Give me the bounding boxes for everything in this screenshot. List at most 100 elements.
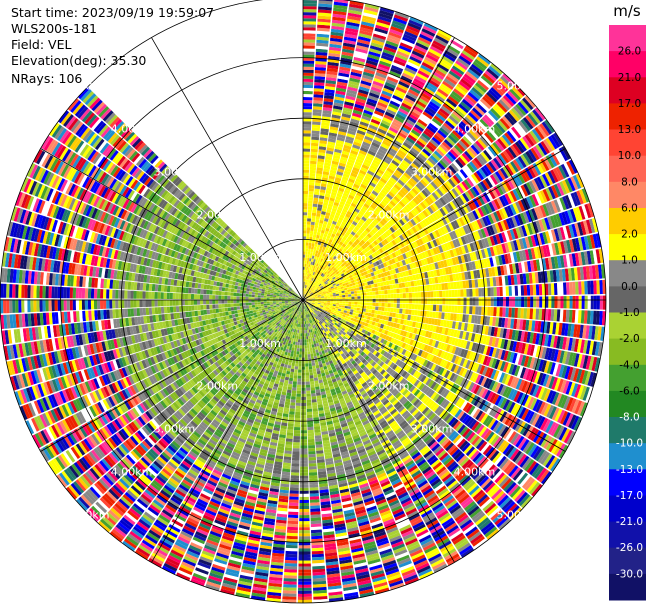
- range-gate: [392, 94, 403, 102]
- range-gate: [318, 149, 326, 154]
- range-gate: [457, 305, 461, 314]
- range-gate: [309, 182, 315, 186]
- range-gate: [311, 139, 319, 144]
- range-gate: [356, 175, 364, 181]
- range-gate: [315, 237, 319, 242]
- range-gate: [342, 301, 346, 304]
- range-gate: [371, 309, 375, 314]
- range-gate: [349, 121, 359, 127]
- range-gate: [317, 21, 331, 26]
- range-gate: [323, 98, 334, 103]
- range-gate: [368, 309, 372, 313]
- range-gate: [396, 288, 400, 294]
- range-gate: [344, 290, 348, 293]
- range-gate: [333, 302, 337, 305]
- range-gate: [405, 28, 419, 36]
- range-gate: [463, 305, 467, 314]
- range-gate: [366, 295, 370, 299]
- range-gate: [321, 122, 330, 127]
- range-gate: [368, 92, 380, 99]
- range-gate: [312, 124, 321, 129]
- range-gate: [572, 296, 576, 309]
- range-gate: [341, 150, 350, 156]
- range-gate: [305, 275, 307, 279]
- range-gate: [369, 291, 373, 296]
- range-gate: [322, 110, 332, 115]
- range-gate: [499, 297, 504, 307]
- range-gate: [374, 75, 386, 82]
- range-gate: [316, 213, 321, 217]
- range-gate: [389, 100, 401, 108]
- range-gate: [308, 200, 313, 204]
- range-gate: [335, 174, 343, 179]
- range-gate: [319, 245, 324, 249]
- range-gate: [308, 261, 311, 265]
- range-gate: [318, 152, 326, 157]
- range-gate: [333, 201, 340, 207]
- range-gate: [351, 169, 359, 175]
- range-gate: [354, 301, 358, 305]
- range-gate: [336, 136, 345, 142]
- range-gate: [517, 308, 521, 319]
- range-gate: [315, 48, 328, 53]
- range-gate: [315, 250, 319, 254]
- range-gate: [460, 305, 464, 314]
- range-gate: [347, 86, 358, 92]
- range-gate: [572, 281, 576, 295]
- range-gate: [366, 56, 379, 64]
- range-gate: [487, 306, 491, 316]
- range-gate: [412, 298, 416, 304]
- range-gate: [358, 89, 369, 95]
- range-gate: [308, 264, 311, 268]
- range-gate: [369, 89, 381, 96]
- range-gate: [399, 293, 403, 299]
- range-gate: [339, 66, 351, 72]
- range-gate: [356, 290, 361, 294]
- range-gate: [303, 78, 314, 83]
- range-gate: [336, 84, 347, 90]
- range-gate: [328, 229, 334, 234]
- range-gate: [303, 224, 307, 228]
- range-gate: [304, 281, 306, 285]
- range-gate: [384, 43, 398, 51]
- range-gate: [375, 133, 384, 140]
- range-gate: [318, 248, 323, 252]
- range-gate: [304, 291, 306, 295]
- range-gate: [316, 33, 330, 38]
- range-gate: [367, 127, 377, 134]
- range-gate: [345, 301, 349, 304]
- range-gate: [345, 294, 349, 297]
- range-gate: [305, 279, 308, 283]
- range-gate: [393, 92, 405, 100]
- range-gate: [371, 83, 383, 90]
- range-gate: [361, 18, 376, 25]
- range-gate: [348, 301, 352, 305]
- range-gate: [316, 30, 330, 35]
- range-gate: [303, 260, 305, 264]
- range-gate: [303, 106, 312, 110]
- range-gate: [307, 279, 310, 283]
- range-gate: [347, 130, 356, 136]
- range-gate: [323, 199, 329, 204]
- range-gate: [340, 198, 347, 203]
- range-gate: [308, 185, 315, 189]
- range-gate: [521, 296, 525, 307]
- range-gate: [329, 169, 337, 174]
- range-gate: [340, 57, 353, 63]
- range-gate: [327, 296, 331, 299]
- range-gate: [417, 286, 421, 292]
- range-gate: [333, 151, 342, 157]
- range-gate: [343, 39, 356, 45]
- range-gate: [328, 132, 338, 137]
- range-gate: [382, 117, 393, 124]
- range-gate: [335, 293, 340, 296]
- range-gate: [325, 86, 336, 91]
- range-gate: [508, 286, 512, 296]
- range-gate: [345, 24, 359, 30]
- range-gate: [386, 37, 400, 45]
- range-gate: [490, 307, 494, 316]
- range-gate: [318, 0, 333, 5]
- range-gate: [306, 224, 311, 228]
- range-gate: [454, 289, 458, 297]
- range-gate: [310, 157, 317, 162]
